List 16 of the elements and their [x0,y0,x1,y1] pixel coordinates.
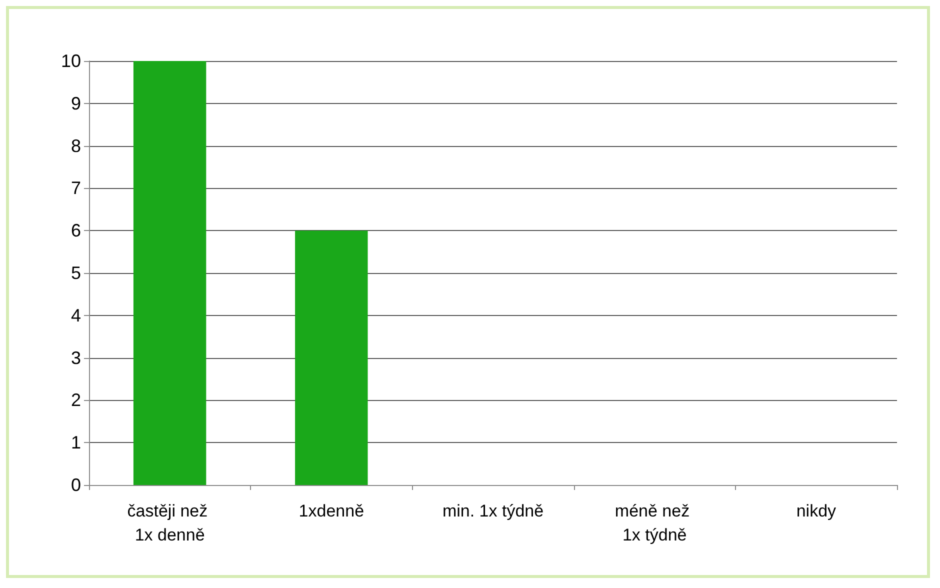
y-tick-label: 9 [70,93,81,114]
y-tick-label: 0 [70,475,81,495]
x-tick-label: 1xdenně [298,502,364,520]
y-tick-label: 6 [70,220,81,241]
y-tick-label: 3 [70,348,81,368]
y-tick-label: 1 [70,432,81,453]
y-tick-label: 8 [70,136,81,156]
x-tick-label: min. 1x týdně [442,502,544,520]
x-tick-label: častěji než 1x denně [127,502,212,544]
x-tick-label: méně než 1x týdně [614,502,694,544]
y-tick-label: 2 [70,390,81,410]
y-tick-label: 10 [60,51,81,71]
y-tick-label: 5 [70,263,81,283]
y-tick-label: 7 [70,178,81,198]
x-tick-label: nikdy [796,502,837,520]
y-tick-label: 4 [70,305,81,326]
